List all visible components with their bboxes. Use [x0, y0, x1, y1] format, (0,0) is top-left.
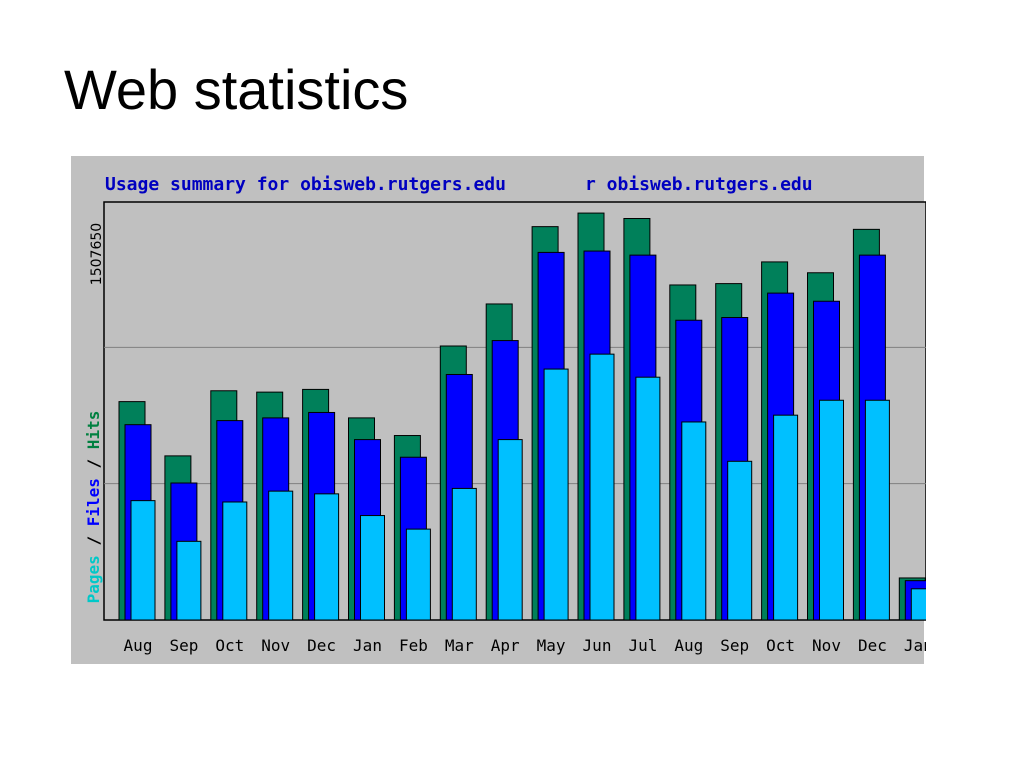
- x-tick-nov-15: Nov: [812, 636, 841, 655]
- bar-pages-0: [130, 500, 156, 621]
- bar-pages-5: [360, 515, 385, 621]
- bar-pages-3: [268, 490, 294, 621]
- usage-chart: Usage summary for obisweb.rutgers.edu r …: [69, 154, 926, 666]
- x-tick-sep-13: Sep: [720, 636, 749, 655]
- x-tick-dec-4: Dec: [307, 636, 336, 655]
- bar-pages-4: [314, 493, 340, 621]
- bar-pages-15: [819, 399, 844, 621]
- bar-pages-17: [910, 588, 926, 621]
- y-max-label: 1507650: [89, 223, 105, 285]
- x-tick-sep-1: Sep: [169, 636, 198, 655]
- y-axis-label-part-3: /: [84, 449, 103, 478]
- bar-pages-11: [635, 376, 661, 621]
- y-axis-label-part-4: Hits: [84, 411, 103, 450]
- y-axis-label: Pages / Files / Hits: [84, 411, 103, 604]
- x-tick-jul-11: Jul: [628, 636, 657, 655]
- x-tick-mar-7: Mar: [445, 636, 474, 655]
- x-tick-may-9: May: [537, 636, 566, 655]
- bar-pages-9: [543, 368, 569, 621]
- x-tick-nov-3: Nov: [261, 636, 290, 655]
- y-axis-label-part-1: /: [84, 526, 103, 555]
- x-tick-apr-8: Apr: [491, 636, 520, 655]
- x-tick-aug-0: Aug: [124, 636, 153, 655]
- x-tick-oct-2: Oct: [215, 636, 244, 655]
- bar-pages-2: [222, 501, 248, 621]
- bar-pages-8: [497, 439, 523, 621]
- bar-pages-13: [727, 460, 753, 621]
- y-axis-label-part-2: Files: [84, 478, 103, 526]
- chart-title-overlap: r obisweb.rutgers.edu: [585, 174, 813, 195]
- usage-chart-svg: Usage summary for obisweb.rutgers.edu r …: [69, 154, 926, 666]
- bar-pages-16: [864, 399, 890, 621]
- x-tick-dec-16: Dec: [858, 636, 887, 655]
- slide-title: Web statistics: [64, 58, 409, 121]
- x-tick-aug-12: Aug: [674, 636, 703, 655]
- x-tick-jan-17: Jan: [904, 636, 926, 655]
- x-tick-oct-14: Oct: [766, 636, 795, 655]
- bar-pages-10: [589, 353, 615, 621]
- bar-pages-6: [405, 528, 431, 621]
- x-tick-jan-5: Jan: [353, 636, 382, 655]
- x-tick-jun-10: Jun: [583, 636, 612, 655]
- y-axis-label-part-0: Pages: [84, 555, 103, 603]
- bar-pages-14: [773, 414, 799, 621]
- bars: [118, 212, 926, 621]
- x-tick-feb-6: Feb: [399, 636, 428, 655]
- bar-pages-12: [681, 421, 707, 621]
- bar-pages-7: [451, 487, 477, 621]
- x-tick-labels: Aug Sep Oct Nov Dec Jan Feb Mar Apr May Jun Jul Aug S…: [124, 636, 926, 655]
- chart-title: Usage summary for obisweb.rutgers.edu: [105, 174, 506, 195]
- bar-pages-1: [176, 540, 202, 621]
